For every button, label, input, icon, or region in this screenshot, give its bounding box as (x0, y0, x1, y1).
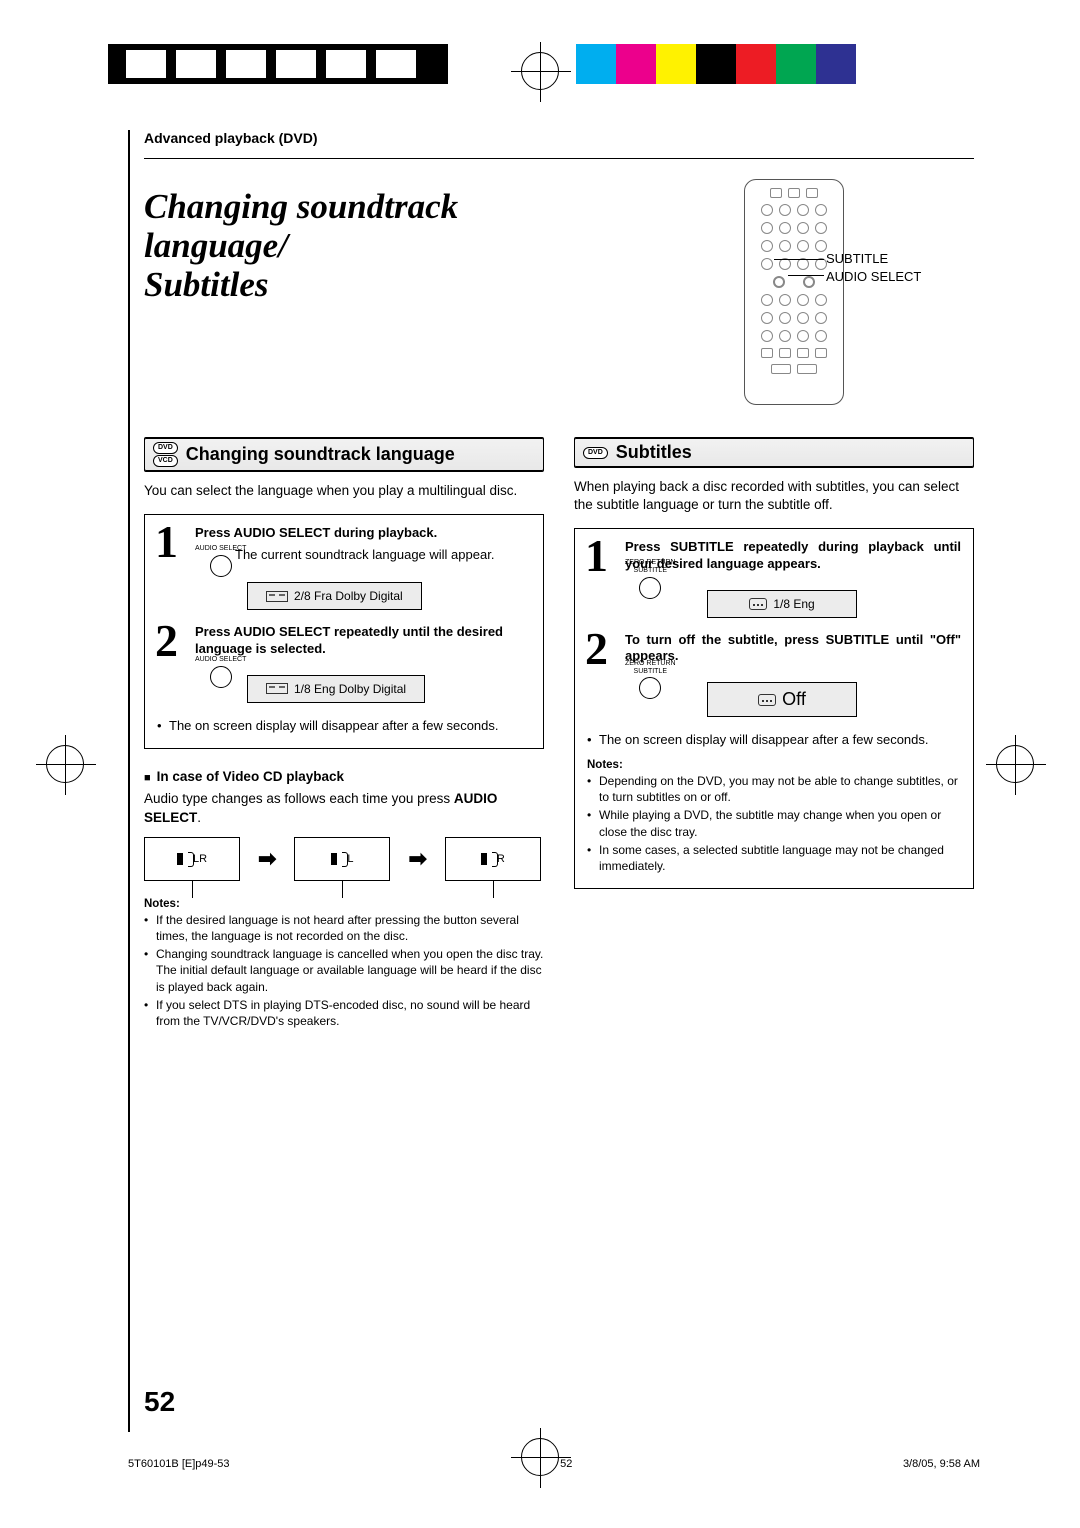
vcd-subheading-text: In case of Video CD playback (157, 769, 344, 784)
audio-select-button-icon-2: AUDIO SELECT (195, 656, 246, 688)
audio-type-box: R (445, 837, 541, 881)
osd-text-subtitle-2: Off (782, 689, 806, 710)
section-rule (144, 158, 974, 159)
right-section-title: Subtitles (616, 442, 692, 463)
note-item: Depending on the DVD, you may not be abl… (599, 773, 961, 805)
right-notes-list: Depending on the DVD, you may not be abl… (587, 773, 961, 874)
crop-mark-right (996, 745, 1034, 783)
footer: 5T60101B [E]p49-53 52 3/8/05, 9:58 AM (128, 1458, 980, 1470)
audio-select-button-label-2: AUDIO SELECT (195, 656, 246, 663)
subtitle-button-label-l1: ZERO RETURN (625, 559, 676, 566)
crop-mark-left (46, 745, 84, 783)
crop-mark-top (521, 52, 559, 90)
disc-badge-dvd: DVD (153, 442, 178, 454)
footer-left: 5T60101B [E]p49-53 (128, 1458, 230, 1470)
left-intro: You can select the language when you pla… (144, 482, 544, 500)
left-notes-heading: Notes: (144, 898, 544, 910)
step-number-1: 1 (155, 515, 178, 568)
crop-mark-bottom (521, 1438, 559, 1476)
osd-text-1: 2/8 Fra Dolby Digital (294, 589, 403, 603)
audio-type-row: LR ➡ L ➡ R (144, 837, 544, 881)
subtitle-button-label-l1b: ZERO RETURN (625, 660, 676, 667)
left-section-title: Changing soundtrack language (186, 444, 455, 465)
footer-right: 3/8/05, 9:58 AM (903, 1458, 980, 1470)
registration-color-strip (576, 44, 896, 84)
right-notes-heading: Notes: (587, 759, 961, 771)
left-procedure-box: 1 Press AUDIO SELECT during playback. AU… (144, 514, 544, 749)
step-number-1: 1 (585, 529, 608, 582)
disc-badge-dvd-vcd: DVD VCD (153, 442, 178, 467)
note-item: While playing a DVD, the subtitle may ch… (599, 807, 961, 839)
subtitle-button-icon-2: ZERO RETURN SUBTITLE (625, 660, 676, 699)
right-header-bar: DVD Subtitles (574, 437, 974, 468)
left-step1-body: The current soundtrack language will app… (235, 547, 531, 564)
subtitle-button-label-l2b: SUBTITLE (634, 668, 667, 675)
arrow-icon: ➡ (258, 846, 276, 872)
left-step1-title: Press AUDIO SELECT during playback. (195, 525, 531, 541)
page-gutter-rule (128, 130, 130, 1432)
step-number-2: 2 (585, 622, 608, 675)
osd-display-subtitle-2: Off (707, 682, 857, 717)
osd-display-1: 2/8 Fra Dolby Digital (247, 582, 422, 610)
sound-icon (266, 683, 288, 694)
remote-label-subtitle: SUBTITLE (826, 251, 888, 266)
disc-badge-dvd-label: DVD (583, 447, 608, 459)
section-label: Advanced playback (DVD) (144, 130, 974, 146)
right-procedure-box: 1 Press SUBTITLE repeatedly during playb… (574, 528, 974, 889)
osd-display-2: 1/8 Eng Dolby Digital (247, 675, 425, 703)
audio-type-box: L (294, 837, 390, 881)
note-item: If the desired language is not heard aft… (156, 912, 544, 944)
right-intro: When playing back a disc recorded with s… (574, 478, 974, 514)
right-step2-bullet: The on screen display will disappear aft… (587, 731, 961, 749)
registration-black-inner (126, 50, 416, 78)
arrow-icon: ➡ (408, 846, 426, 872)
footer-center: 52 (560, 1458, 572, 1470)
audio-type-box: LR (144, 837, 240, 881)
subtitle-button-icon: ZERO RETURN SUBTITLE (625, 559, 676, 598)
left-step2-bullet: The on screen display will disappear aft… (157, 717, 531, 735)
subtitle-icon (758, 694, 776, 706)
left-header-bar: DVD VCD Changing soundtrack language (144, 437, 544, 472)
disc-badge-vcd: VCD (153, 455, 178, 467)
remote-label-audio-select: AUDIO SELECT (826, 269, 921, 284)
step-number-2: 2 (155, 614, 178, 667)
osd-text-2: 1/8 Eng Dolby Digital (294, 682, 406, 696)
audio-select-button-icon: AUDIO SELECT (195, 545, 246, 577)
note-item: If you select DTS in playing DTS-encoded… (156, 997, 544, 1029)
page-title-line2: Subtitles (144, 265, 268, 304)
osd-text-subtitle-1: 1/8 Eng (773, 597, 814, 611)
disc-badge-dvd: DVD (583, 447, 608, 459)
square-bullet-icon: ■ (144, 772, 151, 784)
note-item: Changing soundtrack language is cancelle… (156, 946, 544, 995)
vcd-subheading: ■ In case of Video CD playback (144, 769, 544, 784)
vcd-intro: Audio type changes as follows each time … (144, 790, 544, 826)
remote-diagram: SUBTITLE AUDIO SELECT (674, 179, 914, 405)
subtitle-button-label-l2: SUBTITLE (634, 567, 667, 574)
osd-display-subtitle-1: 1/8 Eng (707, 590, 857, 618)
subtitle-icon (749, 598, 767, 610)
left-notes-list: If the desired language is not heard aft… (144, 912, 544, 1029)
audio-select-button-label: AUDIO SELECT (195, 545, 246, 552)
left-step2-title: Press AUDIO SELECT repeatedly until the … (195, 624, 531, 657)
page-title-line1: Changing soundtrack language/ (144, 187, 458, 265)
page-title: Changing soundtrack language/ Subtitles (144, 187, 594, 305)
note-item: In some cases, a selected subtitle langu… (599, 842, 961, 874)
page-number: 52 (144, 1386, 175, 1418)
sound-icon (266, 591, 288, 602)
